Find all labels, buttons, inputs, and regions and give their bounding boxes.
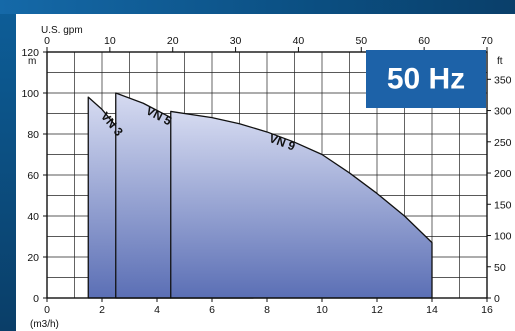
badge-background	[366, 50, 486, 108]
left-tick-label: 0	[33, 293, 39, 305]
bottom-tick-label: 16	[481, 304, 493, 316]
top-tick-label: 50	[355, 35, 367, 47]
bottom-tick-label: 2	[99, 304, 105, 316]
bottom-tick-label: 10	[316, 304, 328, 316]
series-areas	[87, 92, 433, 299]
bottom-tick-label: 6	[209, 304, 215, 316]
right-tick-label: 150	[494, 199, 512, 211]
left-tick-label: 40	[27, 211, 39, 223]
bottom-axis-unit-label: (m3/h)	[30, 319, 59, 330]
bottom-tick-label: 12	[371, 304, 383, 316]
right-tick-label: 0	[494, 293, 500, 305]
right-tick-label: 200	[494, 168, 512, 180]
left-tick-label: 60	[27, 170, 39, 182]
series-area	[170, 110, 433, 299]
right-tick-label: 300	[494, 106, 512, 118]
right-tick-label: 100	[494, 231, 512, 243]
right-tick-label: 50	[494, 262, 506, 274]
side-stripe	[0, 14, 16, 331]
right-tick-label: 250	[494, 137, 512, 149]
bottom-tick-label: 0	[44, 304, 50, 316]
left-axis-unit-label: m	[28, 56, 36, 67]
frequency-badge: 50 Hz	[366, 50, 486, 108]
top-tick-label: 60	[418, 35, 430, 47]
top-tick-label: 20	[167, 35, 179, 47]
top-tick-label: 70	[481, 35, 493, 47]
left-tick-label: 80	[27, 129, 39, 141]
left-tick-label: 20	[27, 252, 39, 264]
bottom-tick-label: 4	[154, 304, 160, 316]
left-tick-label: 120	[21, 47, 39, 59]
top-tick-label: 0	[44, 35, 50, 47]
top-tick-label: 30	[230, 35, 242, 47]
top-axis-unit-label: U.S. gpm	[41, 25, 83, 36]
header-band	[0, 0, 515, 14]
left-tick-label: 100	[21, 88, 39, 100]
badge-label: 50 Hz	[387, 63, 465, 96]
right-axis-unit-label: ft	[497, 56, 503, 67]
axes	[43, 47, 491, 302]
bottom-tick-label: 14	[426, 304, 438, 316]
right-tick-label: 350	[494, 74, 512, 86]
top-tick-label: 10	[104, 35, 116, 47]
bottom-tick-label: 8	[264, 304, 270, 316]
top-tick-label: 40	[293, 35, 305, 47]
